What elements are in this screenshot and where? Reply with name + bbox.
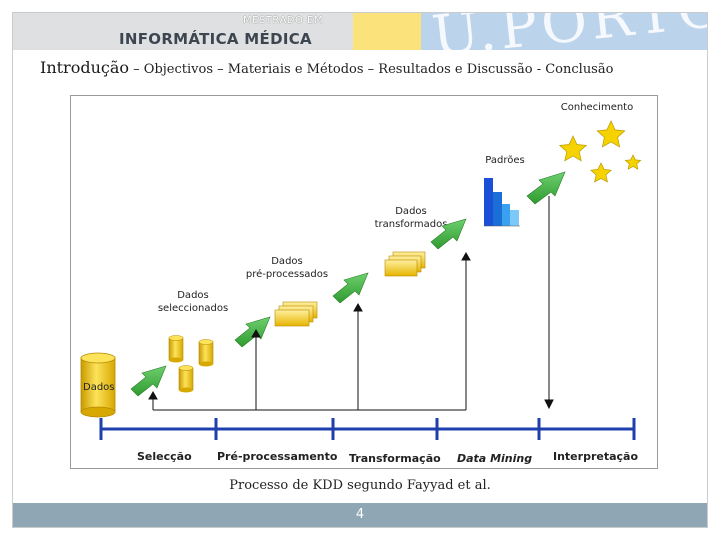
stage-label-preprocessados-1: Dados <box>271 256 303 267</box>
process-timeline <box>99 418 636 440</box>
nav-separator: – <box>213 62 228 77</box>
stage-pointer-arrowhead <box>544 399 554 410</box>
selected-data-cylinders-icon <box>168 335 214 393</box>
step-label-transformacao: Transformação <box>349 452 441 465</box>
stage-label-dados: Dados <box>83 382 115 393</box>
nav-item-objectivos: Objectivos <box>143 62 213 77</box>
uporto-logo: U.PORTO <box>429 13 707 50</box>
step-label-seleccao: Selecção <box>137 450 192 463</box>
stage-label-seleccionados-2: seleccionados <box>158 303 228 314</box>
stage-pointer-arrowhead <box>251 328 261 338</box>
step-label-interpretacao: Interpretação <box>553 450 638 463</box>
page-number: 4 <box>355 507 365 522</box>
transformed-data-sheets-icon <box>384 251 426 277</box>
nav-item-materiais: Materiais e Métodos <box>227 62 364 77</box>
stage-pointer-arrowhead <box>148 390 158 400</box>
figure-caption: Processo de KDD segundo Fayyad et al. <box>229 478 491 493</box>
nav-separator: – <box>363 62 379 77</box>
header-accent-block <box>353 13 421 50</box>
preprocessed-data-sheets-icon <box>274 301 318 327</box>
brand-subtitle: MESTRADO EM <box>243 15 323 26</box>
flow-arrow-icon <box>332 272 369 304</box>
flow-arrow-icon <box>234 316 271 348</box>
knowledge-stars-icon <box>558 120 642 183</box>
nav-item-resultados: Resultados e Discussão <box>378 62 533 77</box>
footer-bar <box>13 503 707 527</box>
stage-label-preprocessados-2: pré-processados <box>246 268 328 280</box>
stage-label-transformados-1: Dados <box>395 206 427 217</box>
slide-header: MESTRADO EM INFORMÁTICA MÉDICA U.PORTO <box>13 13 707 50</box>
stage-label-seleccionados-1: Dados <box>177 290 209 301</box>
header-logo-area: U.PORTO <box>421 13 707 50</box>
kdd-diagram-svg: Dados Dados seleccionados Dados pré-proc… <box>80 102 642 465</box>
kdd-diagram: Dados Dados seleccionados Dados pré-proc… <box>70 95 658 469</box>
brand-title: INFORMÁTICA MÉDICA <box>119 30 312 48</box>
stage-label-padroes: Padrões <box>485 155 524 166</box>
nav-separator: – <box>129 62 144 77</box>
patterns-bars-icon <box>484 178 520 227</box>
header-brand-area: MESTRADO EM INFORMÁTICA MÉDICA <box>13 13 353 50</box>
step-label-data-mining: Data Mining <box>457 452 532 465</box>
data-cylinder-icon <box>80 352 116 418</box>
stage-pointer-arrowhead <box>353 302 363 312</box>
stage-pointer-arrowhead <box>461 251 471 261</box>
slide-frame <box>12 12 708 528</box>
section-nav: Introdução – Objectivos – Materiais e Mé… <box>40 58 690 77</box>
step-label-preprocessamento: Pré-processamento <box>217 450 338 463</box>
nav-item-conclusao: - Conclusão <box>536 62 614 77</box>
stage-label-transformados-2: transformados <box>375 219 448 230</box>
stage-label-conhecimento: Conhecimento <box>561 102 633 113</box>
flow-arrow-icon <box>430 218 467 250</box>
flow-arrow-icon <box>130 365 167 397</box>
nav-current-section: Introdução <box>40 58 130 77</box>
flow-arrow-icon <box>526 171 566 205</box>
